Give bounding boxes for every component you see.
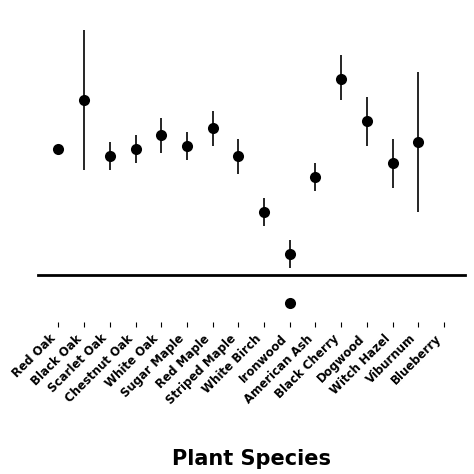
Text: Plant Species: Plant Species <box>172 449 331 469</box>
